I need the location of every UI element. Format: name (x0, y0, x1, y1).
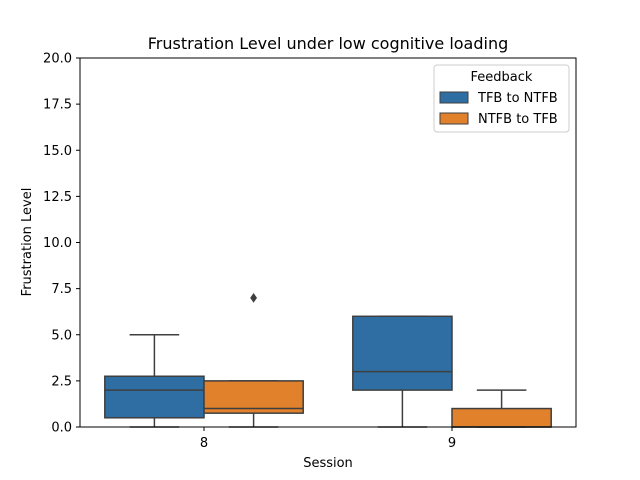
y-tick-label: 20.0 (43, 52, 72, 67)
box-group (203, 292, 304, 428)
y-tick-label: 12.5 (43, 190, 72, 205)
x-axis-label: Session (303, 456, 353, 471)
y-tick-label: 17.5 (43, 98, 72, 113)
x-tick-label: 8 (200, 436, 208, 451)
y-axis-label: Frustration Level (20, 188, 35, 297)
box-group (451, 389, 552, 428)
y-tick-label: 2.5 (51, 374, 72, 389)
legend-swatch (439, 112, 469, 125)
legend-entry-label: TFB to NTFB (477, 91, 558, 106)
box-iqr (104, 375, 205, 419)
box-plot-area (104, 292, 552, 428)
outlier-point (250, 292, 258, 303)
y-tick-label: 0.0 (51, 421, 72, 436)
x-tick-label: 9 (448, 436, 456, 451)
legend-entry-label: NTFB to TFB (478, 112, 558, 127)
y-tick-label: 7.5 (51, 282, 72, 297)
box-iqr (451, 407, 552, 428)
y-axis: 0.0 2.5 5.0 7.5 10.0 12.5 15.0 17.5 20.0 (43, 52, 80, 436)
chart-title: Frustration Level under low cognitive lo… (148, 34, 509, 53)
y-tick-label: 15.0 (43, 144, 72, 159)
y-tick-label: 10.0 (43, 236, 72, 251)
box-iqr (203, 380, 304, 414)
box-iqr (352, 315, 453, 391)
box-group (352, 315, 453, 428)
legend-swatch (439, 91, 469, 104)
box-group (104, 334, 205, 428)
legend-title: Feedback (471, 70, 533, 85)
legend: Feedback TFB to NTFB NTFB to TFB (433, 64, 570, 133)
y-tick-label: 5.0 (51, 328, 72, 343)
